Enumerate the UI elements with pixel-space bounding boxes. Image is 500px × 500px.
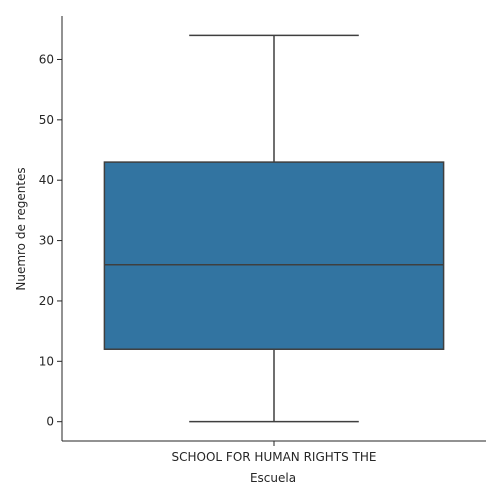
x-axis: SCHOOL FOR HUMAN RIGHTS THE — [62, 440, 486, 464]
y-tick-label: 20 — [39, 294, 54, 308]
plot-area — [103, 34, 445, 423]
y-tick-label: 60 — [39, 52, 54, 66]
x-axis-label: Escuela — [250, 471, 296, 485]
y-axis: 0 10 20 30 40 50 60 — [39, 16, 63, 441]
y-axis-label: Nuemro de regentes — [14, 167, 28, 290]
x-tick-label: SCHOOL FOR HUMAN RIGHTS THE — [172, 450, 377, 464]
iqr-box — [103, 161, 445, 350]
y-tick-label: 10 — [39, 354, 54, 368]
y-tick-label: 40 — [39, 173, 54, 187]
y-tick-label: 50 — [39, 113, 54, 127]
y-tick-label: 30 — [39, 234, 54, 248]
y-tick-label: 0 — [46, 415, 54, 429]
